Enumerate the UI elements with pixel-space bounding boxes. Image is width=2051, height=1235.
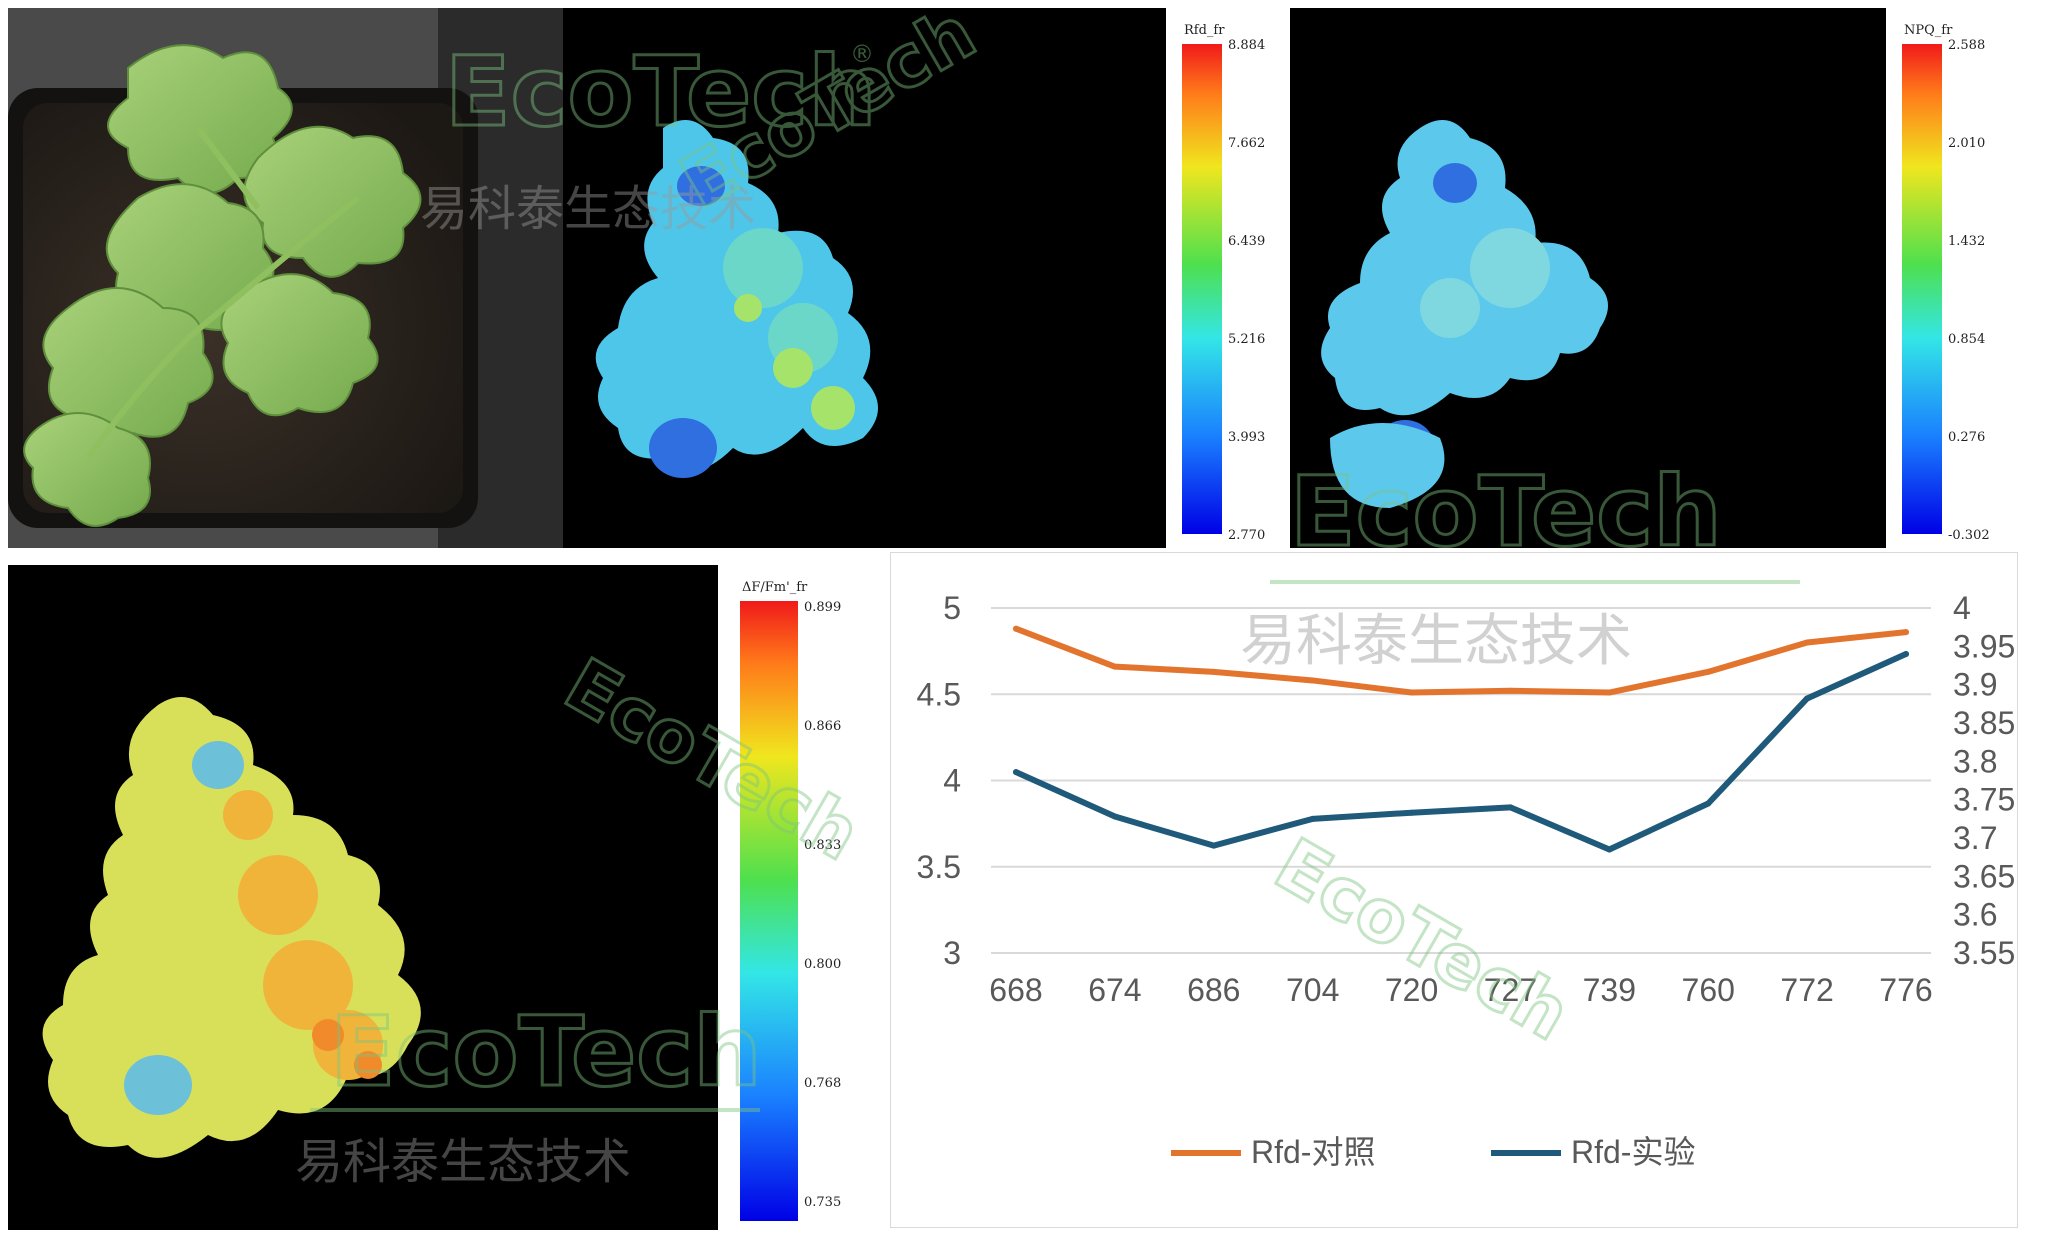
series-line-experiment bbox=[1013, 651, 1909, 853]
x-tick-label: 739 bbox=[1583, 972, 1636, 1008]
y-left-tick-label: 4 bbox=[943, 763, 961, 799]
y-right-tick-label: 3.55 bbox=[1953, 935, 2015, 971]
npq-colorbar-title: NPQ_fr bbox=[1904, 23, 1953, 38]
data-point bbox=[1408, 809, 1415, 816]
data-point bbox=[1309, 677, 1316, 684]
rfd-tick: 6.439 bbox=[1228, 234, 1265, 249]
fvfm-tick: 0.833 bbox=[804, 838, 841, 853]
fvfm-map-image bbox=[8, 565, 718, 1230]
legend-label: Rfd-实验 bbox=[1571, 1134, 1695, 1170]
line-chart: 54.543.5343.953.93.853.83.753.73.653.63.… bbox=[917, 590, 2016, 1170]
data-point bbox=[1903, 651, 1909, 657]
fvfm-tick: 0.899 bbox=[804, 600, 841, 615]
data-point bbox=[1606, 846, 1613, 853]
npq-map-image bbox=[1290, 8, 1886, 548]
x-tick-label: 772 bbox=[1780, 972, 1833, 1008]
y-right-tick-label: 3.95 bbox=[1953, 628, 2015, 664]
data-point bbox=[1408, 689, 1415, 696]
data-point bbox=[1013, 769, 1019, 776]
rfd-tick: 3.993 bbox=[1228, 430, 1265, 445]
x-tick-label: 674 bbox=[1088, 972, 1141, 1008]
fvfm-colorbar-gradient bbox=[740, 601, 798, 1221]
fvfm-colorbar-title: ΔF/Fm'_fr bbox=[742, 580, 808, 595]
data-point bbox=[1111, 663, 1118, 670]
x-tick-label: 776 bbox=[1879, 972, 1932, 1008]
data-point bbox=[1507, 804, 1514, 811]
y-right-tick-label: 3.65 bbox=[1953, 858, 2015, 894]
x-tick-label: 760 bbox=[1682, 972, 1735, 1008]
line-chart-panel: 5 4.5 4 3.5 3 4 3.95 3.9 3.85 3.8 3.75 3.7 3.65 3.6 3.… bbox=[890, 552, 2018, 1228]
rfd-map-panel bbox=[563, 8, 1166, 548]
npq-tick: 1.432 bbox=[1948, 234, 1985, 249]
npq-colorbar: NPQ_fr 2.588 2.010 1.432 0.854 0.276 -0.… bbox=[1902, 23, 1990, 543]
data-point bbox=[1210, 842, 1217, 849]
npq-colorbar-gradient bbox=[1902, 44, 1942, 534]
x-tick-label: 668 bbox=[989, 972, 1042, 1008]
rfd-colorbar: Rfd_fr 8.884 7.662 6.439 5.216 3.993 2.7… bbox=[1182, 23, 1265, 543]
data-point bbox=[1903, 629, 1909, 636]
data-point bbox=[1309, 815, 1316, 822]
fvfm-colorbar-panel: ΔF/Fm'_fr 0.899 0.866 0.833 0.800 0.768 … bbox=[718, 565, 868, 1230]
rfd-tick: 2.770 bbox=[1228, 528, 1265, 543]
plant-photo bbox=[8, 8, 563, 548]
y-left-tick-label: 3 bbox=[943, 935, 961, 971]
rfd-map-image bbox=[563, 8, 1166, 548]
plant-photo-panel bbox=[8, 8, 563, 548]
series-line-control bbox=[1013, 625, 1909, 696]
data-point bbox=[1606, 689, 1613, 696]
npq-tick: 2.588 bbox=[1948, 38, 1985, 53]
npq-colorbar-panel: NPQ_fr 2.588 2.010 1.432 0.854 0.276 -0.… bbox=[1886, 8, 2010, 548]
rfd-tick: 7.662 bbox=[1228, 136, 1265, 151]
rfd-colorbar-panel: Rfd_fr 8.884 7.662 6.439 5.216 3.993 2.7… bbox=[1166, 8, 1290, 548]
data-point bbox=[1804, 695, 1811, 702]
npq-map-panel bbox=[1290, 8, 1886, 548]
x-tick-label: 704 bbox=[1286, 972, 1339, 1008]
data-point bbox=[1013, 625, 1019, 632]
data-point bbox=[1705, 800, 1712, 807]
fvfm-tick: 0.800 bbox=[804, 957, 841, 972]
data-point bbox=[1111, 813, 1118, 820]
npq-tick: 0.854 bbox=[1948, 332, 1985, 347]
x-tick-label: 686 bbox=[1187, 972, 1240, 1008]
y-left-tick-label: 5 bbox=[943, 590, 961, 626]
x-tick-label: 720 bbox=[1385, 972, 1438, 1008]
y-right-tick-label: 3.85 bbox=[1953, 705, 2015, 741]
fvfm-map-panel bbox=[8, 565, 718, 1230]
y-left-tick-label: 4.5 bbox=[917, 676, 961, 712]
y-right-tick-label: 3.75 bbox=[1953, 782, 2015, 818]
y-left-tick-label: 3.5 bbox=[917, 849, 961, 885]
data-point bbox=[1705, 668, 1712, 675]
legend-label: Rfd-对照 bbox=[1251, 1134, 1375, 1170]
x-tick-label: 727 bbox=[1484, 972, 1537, 1008]
npq-tick: 2.010 bbox=[1948, 136, 1985, 151]
fvfm-tick: 0.866 bbox=[804, 719, 841, 734]
data-point bbox=[1804, 639, 1811, 646]
rfd-colorbar-gradient bbox=[1182, 44, 1222, 534]
rfd-tick: 8.884 bbox=[1228, 38, 1265, 53]
y-right-tick-label: 3.9 bbox=[1953, 667, 1997, 703]
fvfm-tick: 0.768 bbox=[804, 1076, 841, 1091]
npq-tick: -0.302 bbox=[1948, 528, 1990, 543]
y-right-tick-label: 4 bbox=[1953, 590, 1971, 626]
rfd-tick: 5.216 bbox=[1228, 332, 1265, 347]
data-point bbox=[1210, 668, 1217, 675]
data-point bbox=[1507, 687, 1514, 694]
rfd-colorbar-title: Rfd_fr bbox=[1184, 23, 1225, 38]
npq-tick: 0.276 bbox=[1948, 430, 1985, 445]
y-right-tick-label: 3.7 bbox=[1953, 820, 1997, 856]
y-right-tick-label: 3.8 bbox=[1953, 743, 1997, 779]
fvfm-colorbar: ΔF/Fm'_fr 0.899 0.866 0.833 0.800 0.768 … bbox=[740, 580, 841, 1221]
y-right-tick-label: 3.6 bbox=[1953, 897, 1997, 933]
fvfm-tick: 0.735 bbox=[804, 1195, 841, 1210]
